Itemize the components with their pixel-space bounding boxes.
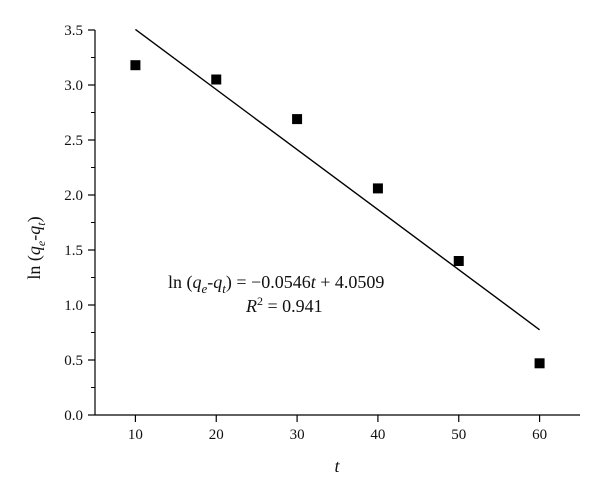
axes: 10 20 30 40 50 60 0.0 0.5 1.0 1.5 2.0 2.5 3.0 3.5	[64, 23, 580, 443]
fit-equation: ln (qe-qt) = −0.0546t + 4.0509	[168, 272, 384, 296]
y-tick-label: 0.0	[64, 408, 83, 424]
y-axis-title-ln: ln (	[24, 255, 45, 280]
data-point	[534, 358, 545, 369]
y-tick-label: 1.5	[64, 243, 83, 259]
data-point	[292, 114, 303, 125]
x-tick-label: 40	[370, 427, 385, 443]
x-axis-title: t	[334, 456, 340, 476]
data-marks	[130, 28, 545, 369]
y-tick-label: 1.0	[64, 298, 83, 314]
x-tick-label: 10	[128, 427, 143, 443]
y-tick-label: 2.5	[64, 133, 83, 149]
data-point	[372, 183, 383, 194]
y-tick-label: 3.0	[64, 78, 83, 94]
x-tick-label: 30	[290, 427, 305, 443]
x-tick-label: 20	[209, 427, 224, 443]
x-tick-label: 60	[532, 427, 547, 443]
fit-line	[134, 28, 541, 331]
y-axis-title: ln (qe-qt)	[24, 216, 48, 279]
data-point	[211, 74, 222, 85]
r-squared: R2 = 0.941	[245, 294, 323, 316]
y-tick-label: 0.5	[64, 353, 83, 369]
data-point	[453, 256, 464, 266]
data-point	[130, 60, 141, 71]
x-tick-label: 50	[451, 427, 466, 443]
y-tick-label: 2.0	[64, 188, 83, 204]
y-tick-label: 3.5	[64, 23, 83, 39]
